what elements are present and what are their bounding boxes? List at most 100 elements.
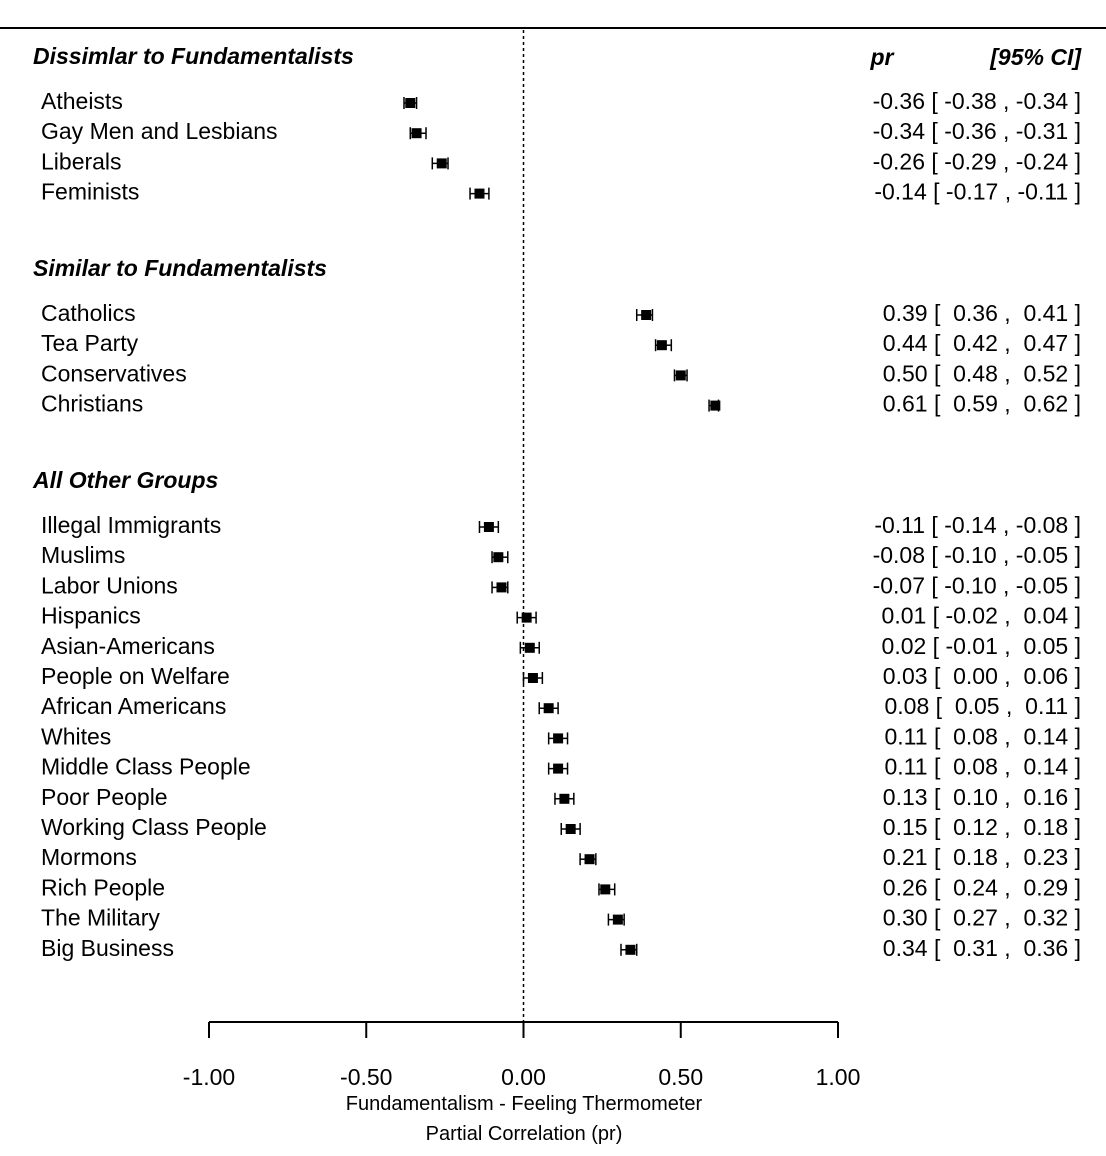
x-tick-label: -0.50 xyxy=(340,1064,392,1090)
row-value: 0.15 [ 0.12 , 0.18 ] xyxy=(883,814,1081,840)
row-label: Christians xyxy=(41,391,143,417)
point-estimate xyxy=(710,400,721,411)
row-label: Asian-Americans xyxy=(41,633,215,659)
row-label: Middle Class People xyxy=(41,754,251,780)
ci-marker xyxy=(607,913,625,926)
row-label: Whites xyxy=(41,723,111,749)
group-title: Similar to Fundamentalists xyxy=(33,255,327,281)
point-estimate xyxy=(436,158,447,169)
ci-marker xyxy=(598,883,616,896)
ci-marker xyxy=(431,157,449,170)
row-value: -0.36 [ -0.38 , -0.34 ] xyxy=(873,88,1081,114)
row-label: Liberals xyxy=(41,148,122,174)
point-estimate xyxy=(565,824,576,834)
row-label: Big Business xyxy=(41,935,174,961)
row-label: Labor Unions xyxy=(41,572,178,598)
ci-marker xyxy=(547,732,569,745)
ci-marker xyxy=(654,339,673,352)
point-estimate xyxy=(527,673,538,683)
row-value: 0.02 [ -0.01 , 0.05 ] xyxy=(882,633,1081,659)
x-axis-title: Fundamentalism - Feeling Thermometer xyxy=(346,1093,703,1115)
group-title: All Other Groups xyxy=(32,467,218,493)
ci-marker xyxy=(620,943,638,956)
group-title: Dissimlar to Fundamentalists xyxy=(33,43,354,69)
point-estimate xyxy=(625,944,636,955)
row-value: 0.21 [ 0.18 , 0.23 ] xyxy=(883,844,1081,870)
row-value: 0.34 [ 0.31 , 0.36 ] xyxy=(883,935,1081,961)
row-label: Muslims xyxy=(41,542,125,568)
row-value: 0.13 [ 0.10 , 0.16 ] xyxy=(883,784,1081,810)
row-label: Feminists xyxy=(41,179,139,205)
row-value: -0.34 [ -0.36 , -0.31 ] xyxy=(873,118,1081,144)
point-estimate xyxy=(553,733,564,744)
point-estimate xyxy=(411,128,422,139)
row-value: 0.39 [ 0.36 , 0.41 ] xyxy=(883,300,1081,326)
ci-marker xyxy=(673,369,688,382)
x-tick-label: -1.00 xyxy=(183,1064,235,1090)
row-label: Atheists xyxy=(41,88,123,114)
row-label: Catholics xyxy=(41,300,136,326)
row-label: Tea Party xyxy=(41,330,139,356)
x-axis: -1.00 -0.50 0.00 0.50 1.00 xyxy=(183,1021,861,1090)
pr-column-header: pr xyxy=(870,44,895,70)
point-estimate xyxy=(483,522,494,532)
row-label: Hispanics xyxy=(41,603,141,629)
ci-marker xyxy=(403,97,418,109)
row-label: Working Class People xyxy=(41,814,267,840)
row-label: Conservatives xyxy=(41,360,187,386)
ci-marker xyxy=(469,187,490,200)
x-tick-label: 1.00 xyxy=(816,1064,861,1090)
point-estimate xyxy=(474,188,485,199)
row-value: 0.61 [ 0.59 , 0.62 ] xyxy=(883,391,1081,417)
ci-marker xyxy=(519,641,540,654)
row-value: 0.30 [ 0.27 , 0.32 ] xyxy=(883,905,1081,931)
row-value: 0.26 [ 0.24 , 0.29 ] xyxy=(883,874,1081,900)
row-label: Gay Men and Lesbians xyxy=(41,118,278,144)
row-value: -0.08 [ -0.10 , -0.05 ] xyxy=(873,542,1081,568)
ci-marker xyxy=(635,309,654,321)
point-estimate xyxy=(584,854,595,865)
ci-marker xyxy=(478,521,500,533)
x-tick-label: 0.50 xyxy=(658,1064,703,1090)
point-estimate xyxy=(656,340,667,351)
ci-column-header: [95% CI] xyxy=(989,44,1082,70)
point-estimate xyxy=(496,582,507,593)
point-estimate xyxy=(675,370,686,381)
ci-marker xyxy=(579,853,597,866)
row-label: Mormons xyxy=(41,844,137,870)
row-value: -0.07 [ -0.10 , -0.05 ] xyxy=(873,572,1081,598)
row-value: 0.11 [ 0.08 , 0.14 ] xyxy=(885,723,1082,749)
ci-marker xyxy=(491,551,509,564)
x-axis-subtitle: Partial Correlation (pr) xyxy=(426,1123,623,1145)
row-label: The Military xyxy=(41,905,160,931)
point-estimate xyxy=(641,310,652,320)
row-value: 0.44 [ 0.42 , 0.47 ] xyxy=(883,330,1081,356)
chart-rows: Dissimlar to Fundamentalists Atheists -0.3… xyxy=(32,43,1081,961)
point-estimate xyxy=(600,884,611,895)
row-value: -0.11 [ -0.14 , -0.08 ] xyxy=(874,512,1081,538)
row-label: Illegal Immigrants xyxy=(41,512,221,538)
ci-marker xyxy=(522,672,544,684)
row-value: 0.50 [ 0.48 , 0.52 ] xyxy=(883,360,1081,386)
point-estimate xyxy=(553,763,564,774)
ci-marker xyxy=(516,611,537,624)
row-label: People on Welfare xyxy=(41,663,230,689)
point-estimate xyxy=(405,98,416,108)
ci-marker xyxy=(491,581,509,594)
ci-marker xyxy=(560,823,581,835)
row-value: 0.03 [ 0.00 , 0.06 ] xyxy=(883,663,1081,689)
row-value: -0.26 [ -0.29 , -0.24 ] xyxy=(873,148,1081,174)
row-label: African Americans xyxy=(41,693,226,719)
point-estimate xyxy=(521,612,532,623)
row-label: Poor People xyxy=(41,784,168,810)
row-value: 0.11 [ 0.08 , 0.14 ] xyxy=(885,754,1082,780)
ci-marker xyxy=(409,127,427,140)
point-estimate xyxy=(559,793,570,804)
point-estimate xyxy=(612,914,623,925)
point-estimate xyxy=(493,552,504,563)
ci-marker xyxy=(554,792,575,805)
ci-marker xyxy=(538,702,559,715)
row-label: Rich People xyxy=(41,874,165,900)
row-value: -0.14 [ -0.17 , -0.11 ] xyxy=(874,179,1081,205)
